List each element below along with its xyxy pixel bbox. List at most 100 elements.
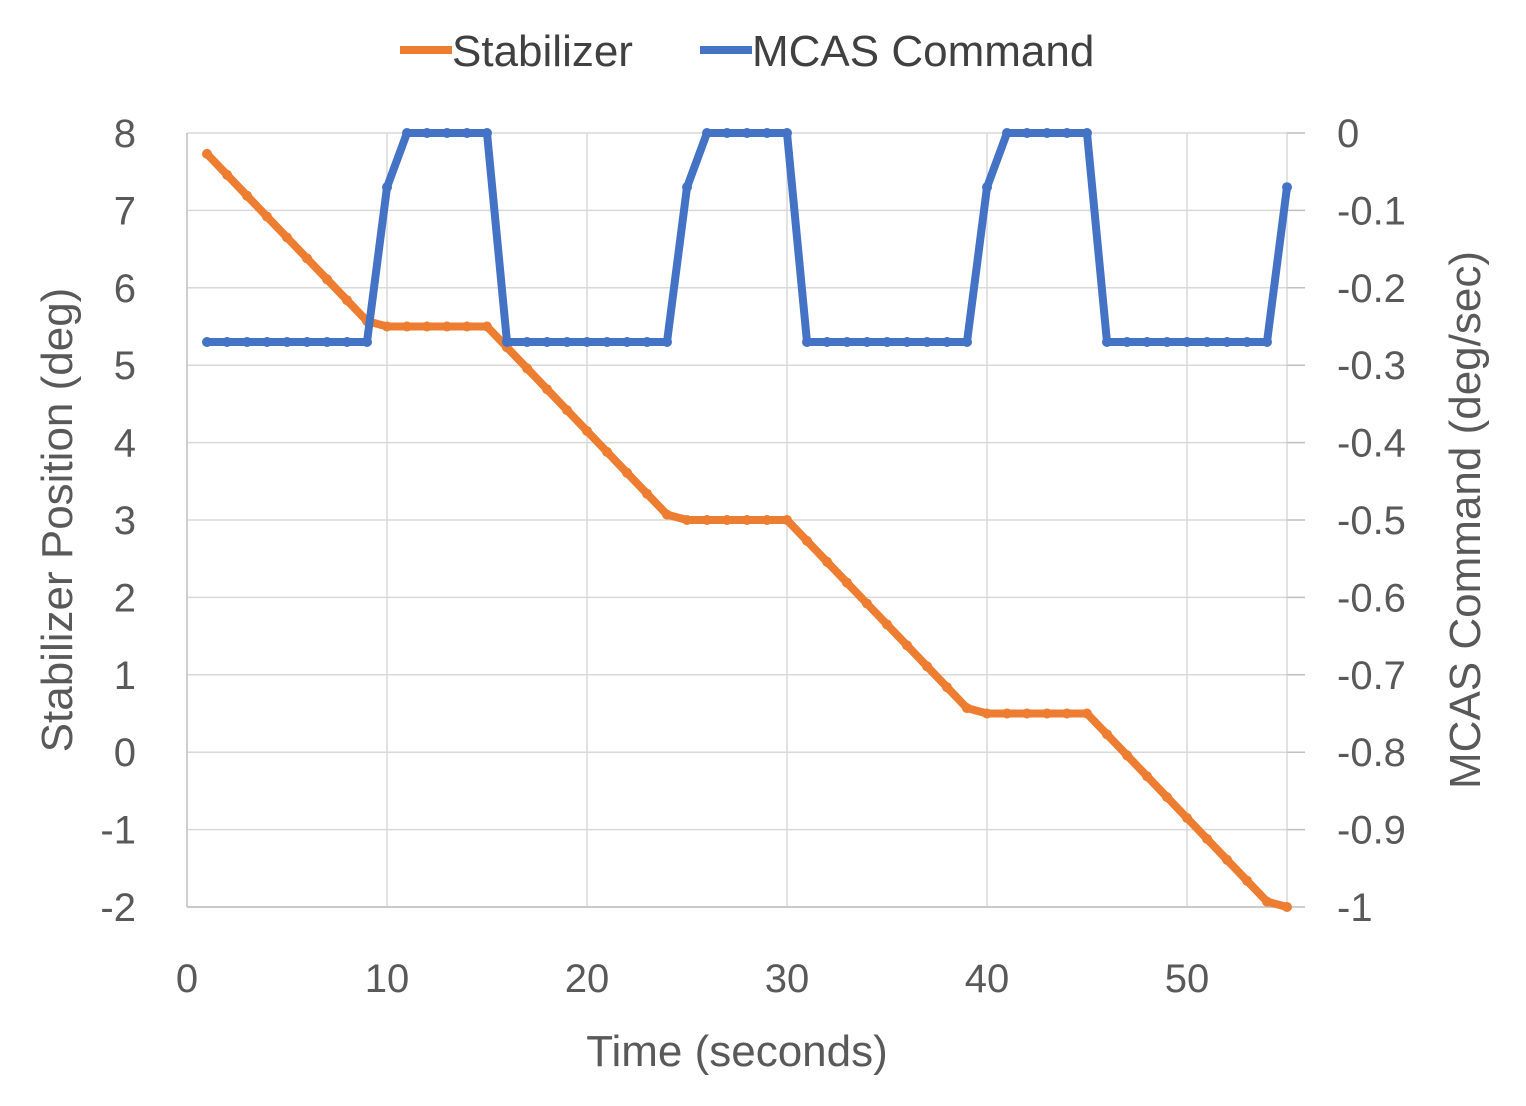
data-point-mcas-command — [342, 337, 352, 347]
data-point-stabilizer — [682, 515, 692, 525]
data-point-stabilizer — [402, 321, 412, 332]
y2-tick-label: -0.8 — [1337, 731, 1406, 775]
y-tick-label: 7 — [114, 189, 136, 233]
data-point-mcas-command — [702, 128, 712, 138]
data-point-stabilizer — [542, 384, 552, 395]
data-point-stabilizer — [1262, 896, 1272, 907]
data-point-stabilizer — [602, 446, 612, 457]
data-point-mcas-command — [962, 337, 972, 347]
series-stabilizer — [202, 148, 1292, 912]
data-point-mcas-command — [442, 128, 452, 138]
data-point-mcas-command — [642, 337, 652, 347]
data-point-mcas-command — [282, 337, 292, 347]
right-y-axis-tick-labels: -1 -0.9 -0.8 -0.7 -0.6 -0.5 -0.4 -0.3 -0.2 -0.1 0 — [1337, 112, 1406, 930]
data-point-mcas-command — [882, 337, 892, 347]
data-point-stabilizer — [902, 640, 912, 651]
data-point-stabilizer — [422, 321, 432, 332]
data-point-stabilizer — [1182, 813, 1192, 823]
y2-tick-label: -0.1 — [1337, 189, 1406, 233]
x-tick-label: 30 — [765, 957, 810, 1001]
data-point-mcas-command — [302, 337, 312, 347]
data-point-stabilizer — [942, 682, 952, 693]
data-point-mcas-command — [942, 337, 952, 347]
data-point-stabilizer — [382, 321, 392, 332]
y-tick-label: 5 — [114, 344, 136, 388]
data-point-stabilizer — [1062, 708, 1072, 719]
data-point-mcas-command — [1062, 128, 1072, 138]
data-point-stabilizer — [1102, 729, 1112, 740]
data-point-stabilizer — [762, 515, 772, 525]
data-point-mcas-command — [622, 337, 632, 347]
data-point-stabilizer — [1002, 708, 1012, 719]
data-point-mcas-command — [982, 182, 992, 193]
data-point-stabilizer — [1082, 708, 1092, 719]
data-point-mcas-command — [682, 182, 692, 193]
data-point-mcas-command — [1082, 128, 1092, 138]
data-point-mcas-command — [922, 337, 932, 347]
data-point-mcas-command — [222, 337, 232, 347]
x-axis-title: Time (seconds) — [586, 1027, 888, 1076]
y2-tick-label: -1 — [1337, 886, 1373, 930]
data-point-mcas-command — [202, 337, 212, 347]
data-point-mcas-command — [1102, 337, 1112, 347]
data-point-mcas-command — [722, 128, 732, 138]
y-tick-label: 1 — [114, 654, 136, 698]
data-point-mcas-command — [262, 337, 272, 347]
data-point-mcas-command — [1222, 337, 1232, 347]
data-point-mcas-command — [462, 128, 472, 138]
x-tick-label: 20 — [565, 957, 610, 1001]
data-point-mcas-command — [1242, 337, 1252, 347]
y2-tick-label: -0.4 — [1337, 422, 1406, 466]
y2-tick-label: 0 — [1337, 112, 1359, 156]
data-point-mcas-command — [602, 337, 612, 347]
data-point-mcas-command — [522, 337, 532, 347]
data-point-stabilizer — [1202, 833, 1212, 844]
data-point-stabilizer — [322, 274, 332, 285]
data-point-stabilizer — [582, 426, 592, 436]
data-point-stabilizer — [222, 169, 232, 180]
data-point-mcas-command — [902, 337, 912, 347]
y2-tick-label: -0.2 — [1337, 267, 1406, 311]
data-point-mcas-command — [1022, 128, 1032, 138]
data-point-stabilizer — [562, 405, 572, 416]
data-point-stabilizer — [1282, 902, 1292, 912]
data-point-stabilizer — [282, 232, 292, 243]
data-point-stabilizer — [262, 211, 272, 222]
data-point-stabilizer — [342, 295, 352, 306]
data-point-mcas-command — [662, 337, 672, 347]
data-point-stabilizer — [462, 321, 472, 332]
data-point-mcas-command — [742, 128, 752, 138]
y-tick-label: 0 — [114, 731, 136, 775]
data-point-stabilizer — [742, 515, 752, 525]
left-y-axis-tick-labels: -2 -1 0 1 2 3 4 5 6 7 8 — [100, 112, 136, 930]
data-point-stabilizer — [1162, 792, 1172, 803]
data-point-mcas-command — [402, 128, 412, 138]
series-layer — [202, 128, 1292, 912]
data-point-stabilizer — [642, 488, 652, 499]
data-point-stabilizer — [1142, 771, 1152, 782]
x-tick-label: 0 — [176, 957, 198, 1001]
data-point-mcas-command — [242, 337, 252, 347]
series-mcas-command — [202, 128, 1292, 347]
data-point-stabilizer — [1242, 875, 1252, 886]
data-point-stabilizer — [522, 363, 532, 374]
series-line-mcas-command — [203, 129, 1291, 346]
y2-tick-label: -0.3 — [1337, 344, 1406, 388]
data-point-stabilizer — [1122, 750, 1132, 761]
y-tick-label: -2 — [100, 886, 136, 930]
data-point-mcas-command — [762, 128, 772, 138]
data-point-mcas-command — [582, 337, 592, 347]
data-point-mcas-command — [1122, 337, 1132, 347]
x-axis-tick-labels: 0 10 20 30 40 50 — [176, 957, 1209, 1001]
data-point-stabilizer — [962, 703, 972, 714]
y2-tick-label: -0.6 — [1337, 576, 1406, 620]
data-point-mcas-command — [802, 337, 812, 347]
legend: Stabilizer MCAS Command — [400, 27, 1094, 76]
series-line-stabilizer — [203, 149, 1291, 911]
data-point-stabilizer — [882, 619, 892, 630]
data-point-mcas-command — [322, 337, 332, 347]
y-tick-label: -1 — [100, 809, 136, 853]
data-point-mcas-command — [502, 337, 512, 347]
data-point-mcas-command — [1262, 337, 1272, 347]
